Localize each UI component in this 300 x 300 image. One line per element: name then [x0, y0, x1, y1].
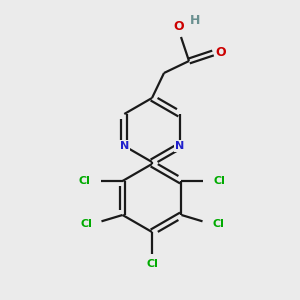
Text: O: O — [174, 20, 184, 34]
Text: N: N — [120, 141, 129, 151]
Text: H: H — [190, 14, 200, 28]
Text: Cl: Cl — [146, 259, 158, 269]
Text: Cl: Cl — [79, 176, 91, 186]
Text: N: N — [175, 141, 184, 151]
Text: Cl: Cl — [213, 176, 225, 186]
Text: O: O — [216, 46, 226, 59]
Text: Cl: Cl — [80, 219, 92, 229]
Text: Cl: Cl — [212, 219, 224, 229]
